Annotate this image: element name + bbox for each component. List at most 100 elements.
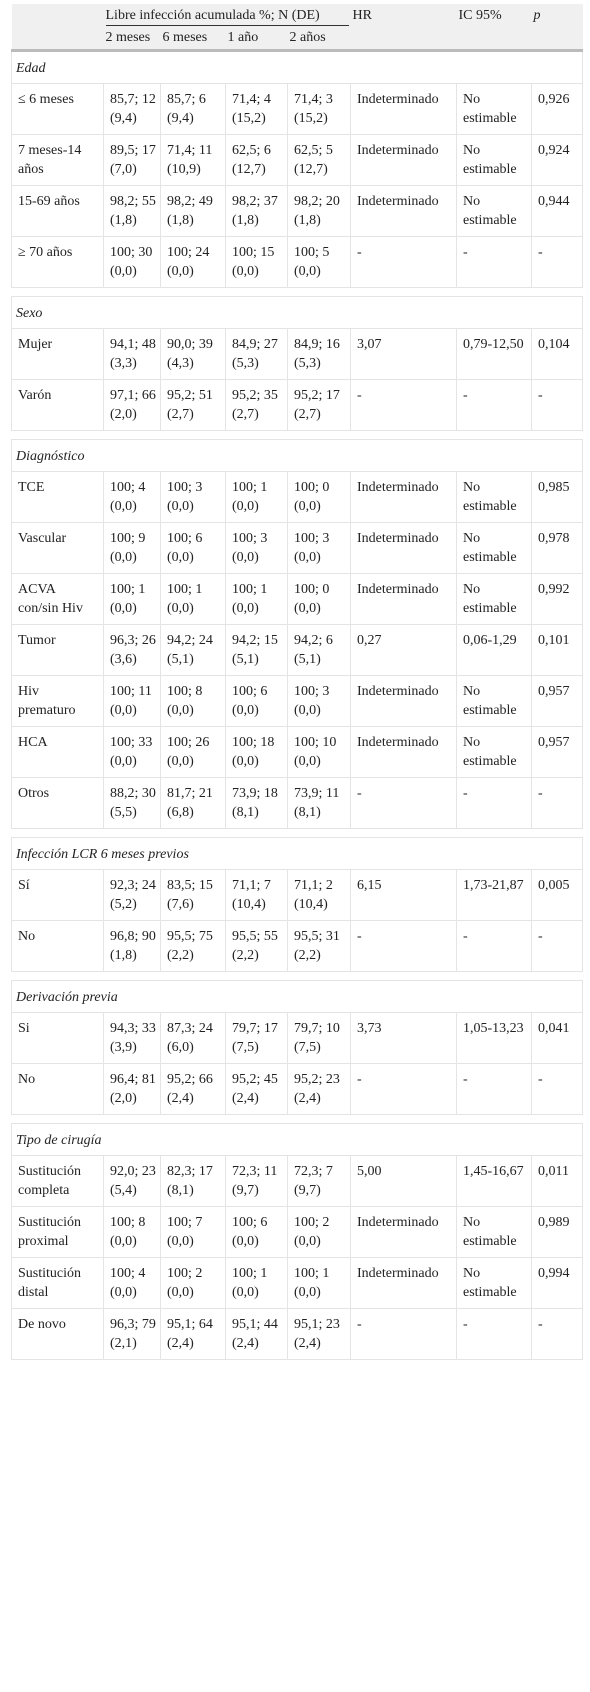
- data-cell: 100; 30 (0,0): [103, 236, 161, 288]
- data-cell: 0,101: [531, 624, 583, 676]
- data-cell: 90,0; 39 (4,3): [160, 328, 226, 380]
- data-row: ≤ 6 meses 85,7; 12 (9,4) 85,7; 6 (9,4) 71,4…: [11, 83, 583, 135]
- data-row: Vascular 100; 9 (0,0) 100; 6 (0,0) 100; 3 (…: [11, 522, 583, 574]
- data-cell: 92,0; 23 (5,4): [103, 1155, 161, 1207]
- data-cell: No estimable: [456, 83, 532, 135]
- data-cell: 94,3; 33 (3,9): [103, 1012, 161, 1064]
- data-cell: 100; 33 (0,0): [103, 726, 161, 778]
- data-cell: 94,2; 24 (5,1): [160, 624, 226, 676]
- data-cell: -: [350, 1063, 457, 1115]
- data-cell: 62,5; 5 (12,7): [287, 134, 351, 186]
- data-cell: Indeterminado: [350, 134, 457, 186]
- data-cell: -: [531, 379, 583, 431]
- data-cell: -: [350, 920, 457, 972]
- data-cell: 100; 2 (0,0): [160, 1257, 226, 1309]
- data-cell: 100; 10 (0,0): [287, 726, 351, 778]
- data-cell: 95,5; 75 (2,2): [160, 920, 226, 972]
- data-cell: 100; 7 (0,0): [160, 1206, 226, 1258]
- spacer-cell: [11, 1114, 583, 1124]
- data-cell: -: [531, 777, 583, 829]
- table-body: Edad ≤ 6 meses 85,7; 12 (9,4) 85,7; 6 (9,4)…: [11, 50, 583, 1360]
- data-cell: 100; 9 (0,0): [103, 522, 161, 574]
- data-cell: -: [456, 1063, 532, 1115]
- data-cell: 0,926: [531, 83, 583, 135]
- data-cell: 95,5; 55 (2,2): [225, 920, 288, 972]
- data-row: Sustitución distal 100; 4 (0,0) 100; 2 (0,…: [11, 1257, 583, 1309]
- data-cell: 96,3; 79 (2,1): [103, 1308, 161, 1360]
- data-cell: 73,9; 11 (8,1): [287, 777, 351, 829]
- data-cell: Indeterminado: [350, 1206, 457, 1258]
- section-title: Sexo: [11, 296, 583, 329]
- data-cell: 96,3; 26 (3,6): [103, 624, 161, 676]
- data-cell: -: [350, 777, 457, 829]
- data-row: Sustitución proximal 100; 8 (0,0) 100; 7 (…: [11, 1206, 583, 1258]
- data-cell: 98,2; 37 (1,8): [225, 185, 288, 237]
- data-cell: 0,985: [531, 471, 583, 523]
- data-cell: 89,5; 17 (7,0): [103, 134, 161, 186]
- data-cell: 71,4; 3 (15,2): [287, 83, 351, 135]
- spacer-row: [11, 1114, 583, 1124]
- row-label: ≤ 6 meses: [11, 83, 104, 135]
- row-label: Tumor: [11, 624, 104, 676]
- data-row: Varón 97,1; 66 (2,0) 95,2; 51 (2,7) 95,2; 3…: [11, 379, 583, 431]
- data-cell: -: [531, 1308, 583, 1360]
- data-cell: Indeterminado: [350, 675, 457, 727]
- data-cell: 100; 26 (0,0): [160, 726, 226, 778]
- data-cell: -: [350, 236, 457, 288]
- data-cell: 71,1; 2 (10,4): [287, 869, 351, 921]
- row-label: No: [11, 1063, 104, 1115]
- data-cell: -: [531, 920, 583, 972]
- data-cell: 95,2; 51 (2,7): [160, 379, 226, 431]
- data-cell: No estimable: [456, 1206, 532, 1258]
- data-cell: 100; 3 (0,0): [225, 522, 288, 574]
- data-row: 15-69 años 98,2; 55 (1,8) 98,2; 49 (1,8) 98…: [11, 185, 583, 237]
- data-cell: 84,9; 16 (5,3): [287, 328, 351, 380]
- header-cell: [350, 26, 457, 52]
- data-cell: 95,2; 23 (2,4): [287, 1063, 351, 1115]
- data-cell: 85,7; 12 (9,4): [103, 83, 161, 135]
- row-label: De novo: [11, 1308, 104, 1360]
- data-cell: Indeterminado: [350, 83, 457, 135]
- row-label: ≥ 70 años: [11, 236, 104, 288]
- data-cell: 100; 3 (0,0): [287, 675, 351, 727]
- header-cell: HR: [350, 4, 457, 26]
- data-cell: 0,957: [531, 675, 583, 727]
- data-cell: 81,7; 21 (6,8): [160, 777, 226, 829]
- section-row: Infección LCR 6 meses previos: [11, 837, 583, 870]
- data-cell: 87,3; 24 (6,0): [160, 1012, 226, 1064]
- row-label: 15-69 años: [11, 185, 104, 237]
- data-cell: No estimable: [456, 185, 532, 237]
- data-cell: 100; 5 (0,0): [287, 236, 351, 288]
- data-cell: -: [456, 236, 532, 288]
- section-row: Edad: [11, 50, 583, 84]
- data-cell: 100; 1 (0,0): [225, 471, 288, 523]
- data-cell: 0,992: [531, 573, 583, 625]
- data-cell: -: [456, 1308, 532, 1360]
- row-label: Varón: [11, 379, 104, 431]
- data-cell: 100; 4 (0,0): [103, 471, 161, 523]
- data-cell: No estimable: [456, 471, 532, 523]
- header-cell: [11, 4, 104, 26]
- header-cell: 1 año: [225, 26, 288, 52]
- data-cell: -: [350, 1308, 457, 1360]
- data-cell: 100; 1 (0,0): [225, 573, 288, 625]
- data-cell: 71,4; 4 (15,2): [225, 83, 288, 135]
- data-cell: 0,27: [350, 624, 457, 676]
- data-cell: -: [456, 379, 532, 431]
- data-cell: 0,79-12,50: [456, 328, 532, 380]
- data-cell: 96,8; 90 (1,8): [103, 920, 161, 972]
- data-cell: 3,73: [350, 1012, 457, 1064]
- data-cell: No estimable: [456, 1257, 532, 1309]
- header-cell: [531, 26, 583, 52]
- data-cell: -: [531, 236, 583, 288]
- data-cell: 71,4; 11 (10,9): [160, 134, 226, 186]
- data-cell: 0,978: [531, 522, 583, 574]
- data-cell: 100; 3 (0,0): [287, 522, 351, 574]
- data-cell: 73,9; 18 (8,1): [225, 777, 288, 829]
- data-cell: No estimable: [456, 573, 532, 625]
- data-cell: 83,5; 15 (7,6): [160, 869, 226, 921]
- data-cell: 1,45-16,67: [456, 1155, 532, 1207]
- data-row: Tumor 96,3; 26 (3,6) 94,2; 24 (5,1) 94,2; 1…: [11, 624, 583, 676]
- section-row: Diagnóstico: [11, 439, 583, 472]
- data-cell: 95,1; 44 (2,4): [225, 1308, 288, 1360]
